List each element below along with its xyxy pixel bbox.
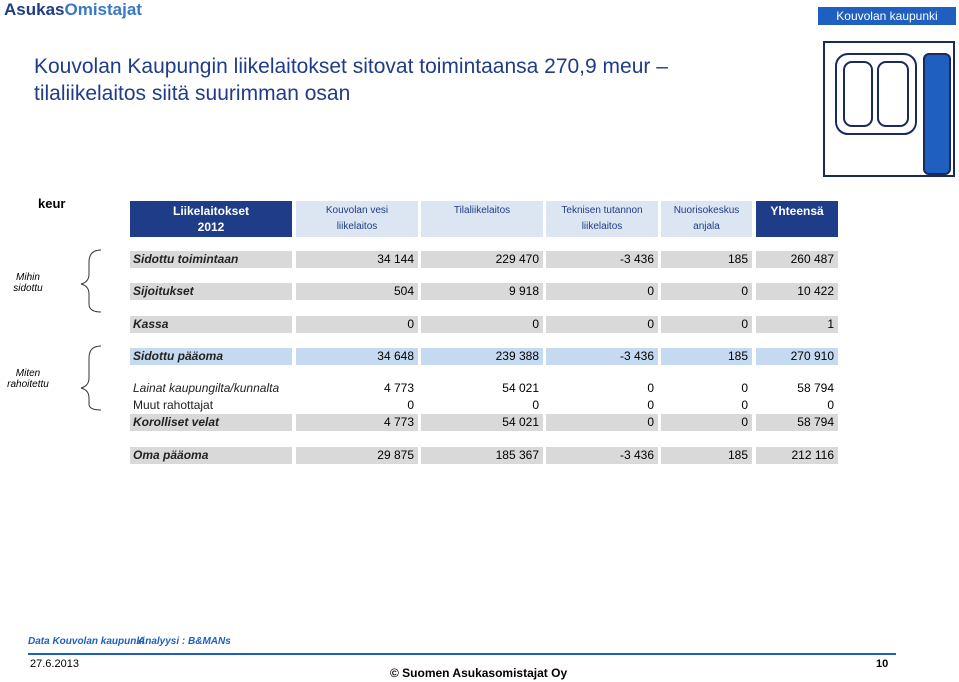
logo-part: Omistajat [64,0,142,19]
cell-value: 54 021 [421,414,543,431]
group-label: sidottu [13,283,43,294]
header-line: Yhteensä [770,204,824,218]
cell-value: 0 [827,398,834,412]
row-label: Kassa [130,316,292,333]
header-line: Kouvolan vesi [325,205,389,216]
row-label: Korolliset velat [130,414,292,431]
cell-value: 0 [407,398,414,412]
cell-value: 1 [756,316,838,333]
icon [823,41,955,177]
column-header: Teknisen tutannon liikelaitos [546,201,658,237]
date: 27.6.2013 [30,658,79,670]
cell-value: 185 [661,251,752,268]
unit: keur [38,196,66,211]
cell-value: 0 [647,398,654,412]
copyright: © Suomen Asukasomistajat Oy [390,666,568,680]
page-number: 10 [876,658,889,670]
braces [80,249,102,411]
cell-value: 212 116 [756,447,838,464]
source: Data Kouvolan kaupunki [28,636,145,647]
cell-value: 0 [546,316,658,333]
header-line: Liikelaitokset [172,204,250,218]
cell-value: 504 [296,283,418,300]
row-label: Sidottu toimintaan [130,251,292,268]
cell-value: 29 875 [296,447,418,464]
header-line: liikelaitos [581,221,623,232]
cell-value: 0 [661,414,752,431]
header-line: Teknisen tutannon [561,205,643,216]
cell-value: -3 436 [546,447,658,464]
row-label: Sidottu pääoma [130,348,292,365]
divider [28,653,896,655]
cell-value: 0 [421,316,543,333]
row-label: Sijoitukset [130,283,292,300]
cell-value: 58 794 [756,414,838,431]
cell-value: 270 910 [756,348,838,365]
cell-value: 239 388 [421,348,543,365]
title: tilaliikelaitos siitä suurimman osan [34,82,351,105]
cell-value: -3 436 [546,251,658,268]
cell-value: 185 [661,348,752,365]
row-label: Muut rahottajat [133,398,214,412]
cell-value: 34 144 [296,251,418,268]
logo: AsukasOmistajat [4,0,142,20]
header-line: Nuorisokeskus [673,205,740,216]
column-header: Tilaliikelaitos [421,201,543,237]
cell-value: 0 [661,283,752,300]
cell-value: 0 [741,398,748,412]
cell-value: 34 648 [296,348,418,365]
header-line: Tilaliikelaitos [453,205,511,216]
cell-value: 229 470 [421,251,543,268]
row-label: Lainat kaupungilta/kunnalta [133,381,280,395]
cell-value: 4 773 [296,414,418,431]
group-label: Mihin [16,272,40,283]
column-header: Liikelaitokset 2012 [130,201,292,237]
cell-value: 0 [661,316,752,333]
cell-value: 0 [741,381,748,395]
cell-value: 10 422 [756,283,838,300]
header-line: 2012 [197,220,225,234]
column-header: Nuorisokeskus anjala [661,201,752,237]
row-label: Oma pääoma [130,447,292,464]
column-header: Kouvolan vesi liikelaitos [296,201,418,237]
cell-value: 0 [546,283,658,300]
cell-value: -3 436 [546,348,658,365]
group-label: Miten [15,368,41,379]
header-line: liikelaitos [336,221,378,232]
cell-value: 185 367 [421,447,543,464]
cell-value: 4 773 [383,381,414,395]
cell-value: 0 [647,381,654,395]
title: Kouvolan Kaupungin liikelaitokset sitova… [34,55,668,78]
cell-value: 58 794 [797,381,834,395]
group-label: rahoitettu [7,379,49,390]
cell-value: 0 [546,414,658,431]
cell-value: 185 [661,447,752,464]
badge: Kouvolan kaupunki [818,7,956,25]
column-header: Yhteensä [756,201,838,237]
cell-value: 54 021 [502,381,539,395]
cell-value: 0 [296,316,418,333]
cell-value: 0 [532,398,539,412]
logo-part: Asukas [4,0,65,19]
cell-value: 9 918 [421,283,543,300]
header-line: anjala [693,221,720,232]
cell-value: 260 487 [756,251,838,268]
analysis: Analyysi : B&MANs [138,636,231,647]
